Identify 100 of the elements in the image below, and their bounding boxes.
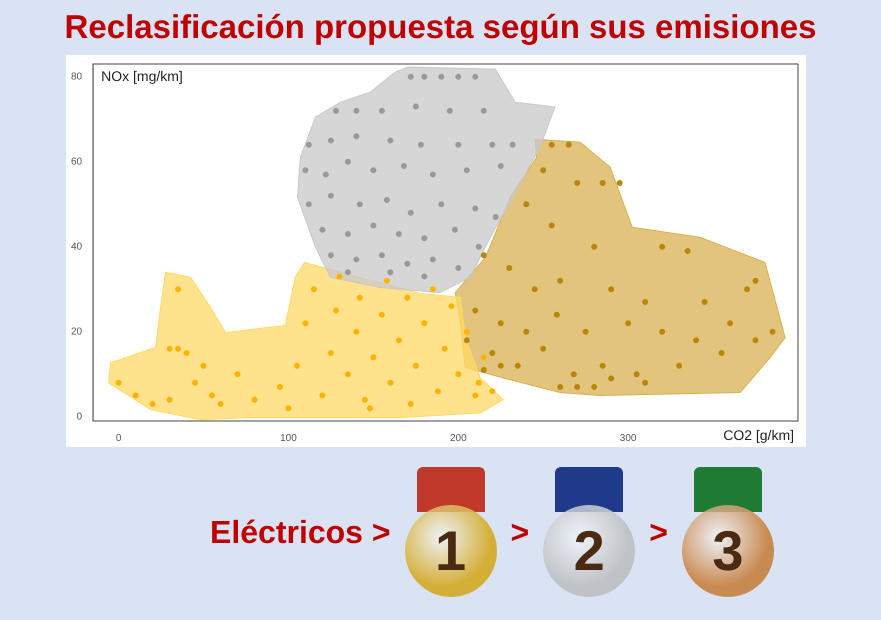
y-tick-label: 80 bbox=[71, 72, 83, 82]
point bbox=[514, 362, 521, 369]
point bbox=[370, 167, 376, 174]
y-tick-label: 60 bbox=[71, 156, 83, 168]
point bbox=[387, 269, 394, 276]
point bbox=[455, 74, 462, 80]
point bbox=[608, 376, 614, 382]
point bbox=[251, 396, 258, 403]
point bbox=[693, 337, 700, 344]
x-tick-label: 300 bbox=[620, 432, 637, 444]
point bbox=[557, 278, 564, 284]
y-axis-title: NOx [mg/km] bbox=[101, 68, 183, 84]
point bbox=[344, 371, 351, 378]
point bbox=[336, 274, 342, 280]
point bbox=[306, 142, 312, 148]
point bbox=[412, 104, 419, 110]
point bbox=[344, 231, 351, 237]
point bbox=[294, 362, 300, 369]
point bbox=[574, 384, 580, 390]
point bbox=[328, 138, 334, 144]
point bbox=[302, 167, 308, 174]
point bbox=[566, 142, 572, 148]
point bbox=[362, 396, 368, 403]
point bbox=[319, 392, 326, 398]
point bbox=[523, 201, 530, 208]
point bbox=[430, 256, 436, 262]
point bbox=[489, 350, 496, 356]
point bbox=[548, 222, 555, 228]
point bbox=[408, 74, 414, 80]
point bbox=[384, 197, 390, 203]
point bbox=[370, 222, 376, 228]
point bbox=[328, 350, 334, 356]
point bbox=[150, 401, 156, 407]
chart-title: Reclasificación propuesta según sus emisiones bbox=[64, 8, 818, 46]
point bbox=[310, 286, 317, 292]
point bbox=[370, 354, 376, 360]
point bbox=[166, 396, 173, 403]
point bbox=[184, 350, 190, 356]
point bbox=[455, 371, 462, 378]
point bbox=[608, 286, 614, 292]
point bbox=[356, 294, 363, 301]
point bbox=[472, 392, 478, 398]
point bbox=[116, 380, 122, 386]
point bbox=[492, 214, 499, 220]
point bbox=[285, 405, 292, 412]
point bbox=[744, 286, 750, 292]
text: > bbox=[510, 514, 530, 551]
point bbox=[396, 337, 402, 344]
point bbox=[489, 142, 496, 148]
point bbox=[353, 108, 360, 114]
point bbox=[582, 328, 589, 335]
point bbox=[333, 108, 340, 114]
point bbox=[166, 346, 173, 352]
point bbox=[387, 138, 394, 144]
point bbox=[634, 371, 640, 378]
point bbox=[209, 392, 216, 398]
point bbox=[480, 252, 487, 258]
point bbox=[378, 312, 385, 318]
point bbox=[192, 380, 198, 386]
point bbox=[175, 346, 182, 352]
point bbox=[378, 252, 385, 258]
x-tick-label: 200 bbox=[450, 432, 468, 444]
point bbox=[642, 380, 648, 386]
text: Eléctricos > bbox=[210, 514, 391, 551]
point bbox=[421, 320, 428, 326]
point bbox=[464, 328, 470, 335]
point bbox=[452, 226, 458, 233]
point bbox=[344, 269, 351, 276]
point bbox=[476, 244, 482, 250]
point bbox=[421, 235, 428, 242]
point bbox=[218, 401, 224, 407]
point bbox=[676, 362, 682, 369]
point bbox=[396, 231, 402, 237]
point bbox=[464, 337, 470, 344]
point bbox=[408, 401, 414, 407]
point bbox=[366, 405, 373, 412]
point bbox=[574, 180, 580, 186]
point bbox=[498, 362, 504, 369]
point bbox=[234, 371, 240, 378]
point bbox=[591, 384, 598, 390]
point bbox=[570, 371, 577, 378]
point bbox=[434, 388, 441, 394]
point bbox=[540, 346, 546, 352]
point bbox=[353, 133, 360, 140]
point bbox=[625, 320, 632, 326]
point bbox=[506, 265, 512, 271]
point bbox=[455, 142, 462, 148]
point bbox=[446, 108, 453, 114]
point bbox=[684, 248, 691, 254]
point bbox=[344, 158, 351, 165]
point bbox=[328, 252, 334, 258]
y-tick-label: 20 bbox=[71, 326, 83, 338]
point bbox=[404, 260, 410, 267]
point bbox=[727, 320, 734, 326]
point bbox=[353, 256, 360, 262]
point bbox=[489, 388, 496, 394]
point bbox=[523, 328, 530, 335]
point bbox=[353, 328, 360, 335]
point bbox=[319, 226, 326, 233]
point bbox=[328, 192, 334, 199]
